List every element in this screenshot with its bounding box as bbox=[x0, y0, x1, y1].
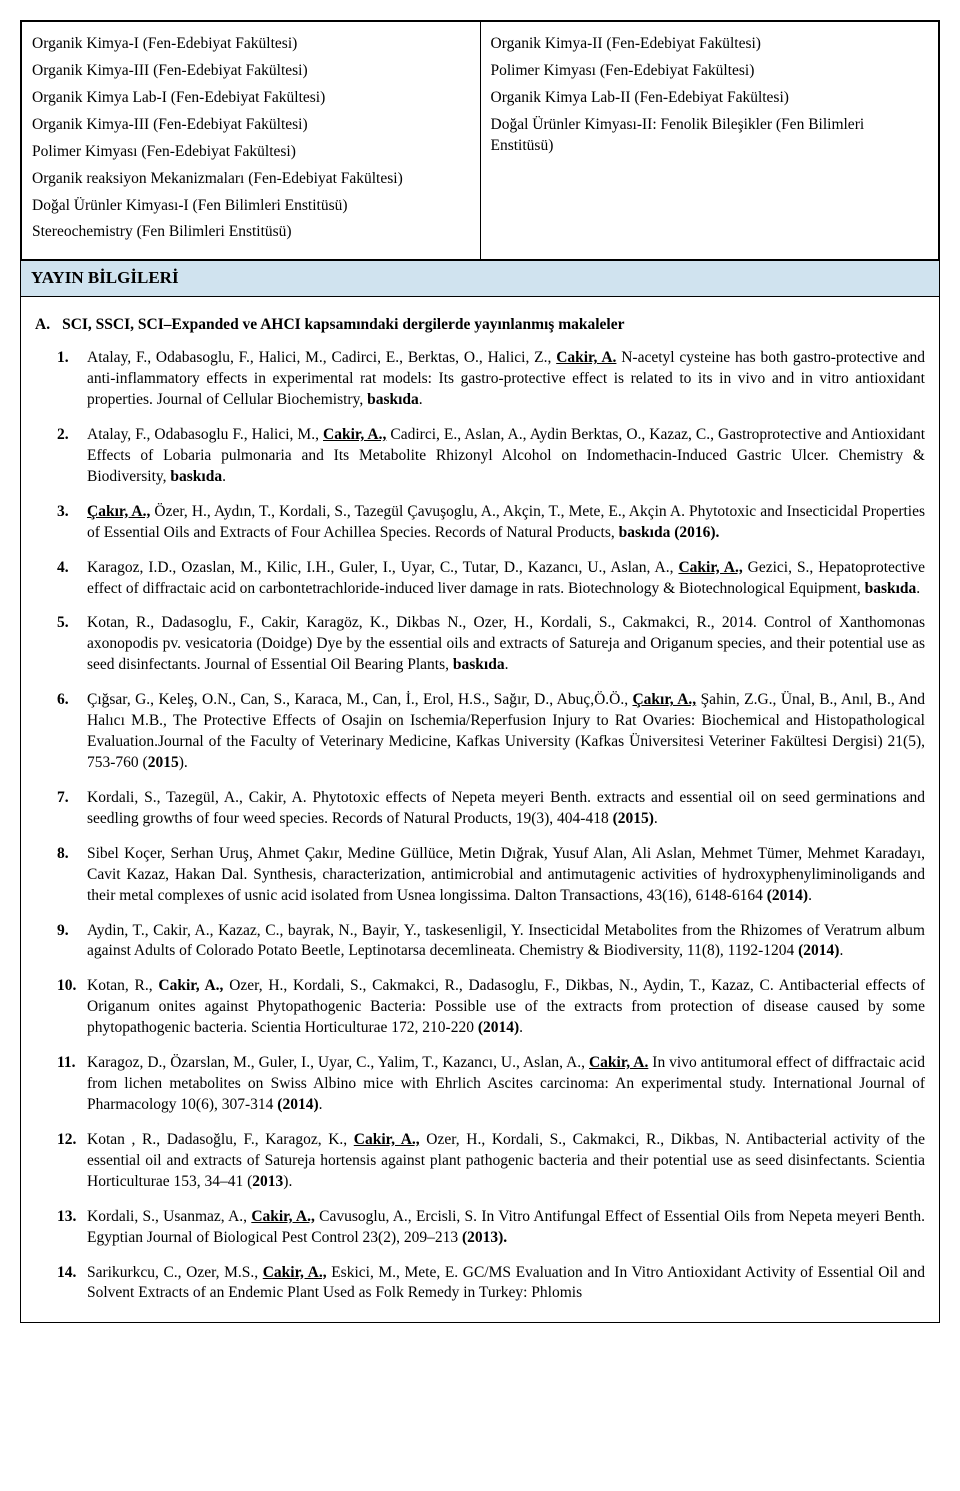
section-a-title: A.SCI, SSCI, SCI–Expanded ve AHCI kapsam… bbox=[57, 315, 925, 336]
publication-item: 14.Sarikurkcu, C., Ozer, M.S., Cakir, A.… bbox=[87, 1263, 925, 1305]
courses-table: Organik Kimya-I (Fen-Edebiyat Fakültesi)… bbox=[21, 21, 939, 260]
publication-text: Kotan, R., Cakir, A., Ozer, H., Kordali,… bbox=[87, 977, 925, 1036]
course-item: Organik Kimya Lab-I (Fen-Edebiyat Fakült… bbox=[32, 88, 470, 109]
publication-number: 3. bbox=[57, 502, 69, 523]
course-item: Doğal Ürünler Kimyası-II: Fenolik Bileşi… bbox=[491, 115, 929, 157]
publication-text: Çığsar, G., Keleş, O.N., Can, S., Karaca… bbox=[87, 691, 925, 771]
course-item: Doğal Ürünler Kimyası-I (Fen Bilimleri E… bbox=[32, 196, 470, 217]
publication-item: 7.Kordali, S., Tazegül, A., Cakir, A. Ph… bbox=[87, 788, 925, 830]
publications-area: A. SCI, SSCI, SCI–Expanded ve AHCI kapsam… bbox=[21, 297, 939, 1322]
publication-text: Kordali, S., Usanmaz, A., Cakir, A., Cav… bbox=[87, 1208, 925, 1246]
publication-text: Karagoz, D., Özarslan, M., Guler, I., Uy… bbox=[87, 1054, 925, 1113]
publication-item: 13.Kordali, S., Usanmaz, A., Cakir, A., … bbox=[87, 1207, 925, 1249]
courses-right-list: Organik Kimya-II (Fen-Edebiyat Fakültesi… bbox=[491, 34, 929, 157]
publication-number: 13. bbox=[57, 1207, 76, 1228]
publication-text: Sarikurkcu, C., Ozer, M.S., Cakir, A., E… bbox=[87, 1264, 925, 1302]
section-a-text: SCI, SSCI, SCI–Expanded ve AHCI kapsamın… bbox=[62, 316, 624, 333]
publication-text: Karagoz, I.D., Ozaslan, M., Kilic, I.H.,… bbox=[87, 559, 925, 597]
course-item: Organik Kimya-III (Fen-Edebiyat Fakültes… bbox=[32, 115, 470, 136]
publication-number: 5. bbox=[57, 613, 69, 634]
publication-text: Atalay, F., Odabasoglu, F., Halici, M., … bbox=[87, 349, 925, 408]
publication-item: 11.Karagoz, D., Özarslan, M., Guler, I.,… bbox=[87, 1053, 925, 1116]
publication-text: Aydin, T., Cakir, A., Kazaz, C., bayrak,… bbox=[87, 922, 925, 960]
publication-item: 2.Atalay, F., Odabasoglu F., Halici, M.,… bbox=[87, 425, 925, 488]
publication-number: 14. bbox=[57, 1263, 76, 1284]
course-item: Organik Kimya-III (Fen-Edebiyat Fakültes… bbox=[32, 61, 470, 82]
publication-number: 12. bbox=[57, 1130, 76, 1151]
publication-item: 1.Atalay, F., Odabasoglu, F., Halici, M.… bbox=[87, 348, 925, 411]
publication-item: 12.Kotan , R., Dadasoğlu, F., Karagoz, K… bbox=[87, 1130, 925, 1193]
publications-list: 1. Atalay, F., Odabasoglu, F., Halici, M.… bbox=[35, 348, 925, 1304]
course-item: Stereochemistry (Fen Bilimleri Enstitüsü… bbox=[32, 222, 470, 243]
publication-text: Sibel Koçer, Serhan Uruş, Ahmet Çakır, M… bbox=[87, 845, 925, 904]
publication-item: 8.Sibel Koçer, Serhan Uruş, Ahmet Çakır,… bbox=[87, 844, 925, 907]
courses-left-cell: Organik Kimya-I (Fen-Edebiyat Fakültesi)… bbox=[22, 22, 481, 260]
section-header: YAYIN BİLGİLERİ bbox=[21, 260, 939, 297]
courses-right-cell: Organik Kimya-II (Fen-Edebiyat Fakültesi… bbox=[480, 22, 939, 260]
course-item: Organik Kimya-I (Fen-Edebiyat Fakültesi) bbox=[32, 34, 470, 55]
publication-text: Atalay, F., Odabasoglu F., Halici, M., C… bbox=[87, 426, 925, 485]
publication-item: 3.Çakır, A., Özer, H., Aydın, T., Kordal… bbox=[87, 502, 925, 544]
publication-number: 4. bbox=[57, 558, 69, 579]
publication-number: 6. bbox=[57, 690, 69, 711]
publication-number: 2. bbox=[57, 425, 69, 446]
publication-number: 9. bbox=[57, 921, 69, 942]
publication-text: Kotan, R., Dadasoglu, F., Cakir, Karagöz… bbox=[87, 614, 925, 673]
section-a-lead: A. bbox=[35, 316, 50, 333]
course-item: Organik reaksiyon Mekanizmaları (Fen-Ede… bbox=[32, 169, 470, 190]
publication-item: 9.Aydin, T., Cakir, A., Kazaz, C., bayra… bbox=[87, 921, 925, 963]
publication-text: Çakır, A., Özer, H., Aydın, T., Kordali,… bbox=[87, 503, 925, 541]
page-frame: Organik Kimya-I (Fen-Edebiyat Fakültesi)… bbox=[20, 20, 940, 1323]
publication-number: 7. bbox=[57, 788, 69, 809]
course-item: Organik Kimya-II (Fen-Edebiyat Fakültesi… bbox=[491, 34, 929, 55]
course-item: Organik Kimya Lab-II (Fen-Edebiyat Fakül… bbox=[491, 88, 929, 109]
publication-item: 6.Çığsar, G., Keleş, O.N., Can, S., Kara… bbox=[87, 690, 925, 774]
publication-text: Kotan , R., Dadasoğlu, F., Karagoz, K., … bbox=[87, 1131, 925, 1190]
publication-text: Kordali, S., Tazegül, A., Cakir, A. Phyt… bbox=[87, 789, 925, 827]
course-item: Polimer Kimyası (Fen-Edebiyat Fakültesi) bbox=[32, 142, 470, 163]
publication-item: 5.Kotan, R., Dadasoglu, F., Cakir, Karag… bbox=[87, 613, 925, 676]
courses-left-list: Organik Kimya-I (Fen-Edebiyat Fakültesi)… bbox=[32, 34, 470, 243]
publication-number: 10. bbox=[57, 976, 76, 997]
publication-number: 11. bbox=[57, 1053, 76, 1074]
course-item: Polimer Kimyası (Fen-Edebiyat Fakültesi) bbox=[491, 61, 929, 82]
publication-item: 4.Karagoz, I.D., Ozaslan, M., Kilic, I.H… bbox=[87, 558, 925, 600]
publication-number: 8. bbox=[57, 844, 69, 865]
publication-item: 10.Kotan, R., Cakir, A., Ozer, H., Korda… bbox=[87, 976, 925, 1039]
publication-number: 1. bbox=[57, 348, 69, 369]
